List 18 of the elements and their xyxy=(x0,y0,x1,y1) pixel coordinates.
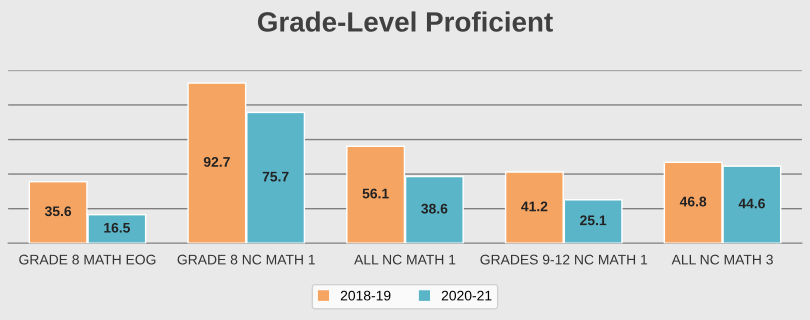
x-tick-label: ALL NC MATH 3 xyxy=(672,254,773,265)
data-label: 25.1 xyxy=(580,215,606,226)
data-label: 56.1 xyxy=(362,188,389,198)
data-label: 16.5 xyxy=(104,222,130,233)
x-tick-label: GRADE 8 NC MATH 1 xyxy=(178,254,315,265)
legend-label: 2018-19 xyxy=(340,290,390,301)
chart-title: Grade-Level Proficient xyxy=(258,11,553,32)
data-label: 92.7 xyxy=(204,157,230,167)
data-label: 75.7 xyxy=(262,172,289,182)
x-tick-label: GRADES 9-12 NC MATH 1 xyxy=(480,254,648,265)
data-label: 46.8 xyxy=(680,196,706,206)
x-tick-label: GRADE 8 MATH EOG xyxy=(19,254,156,265)
data-label: 41.2 xyxy=(521,201,548,212)
data-label: 44.6 xyxy=(738,198,765,208)
x-tick-label: ALL NC MATH 1 xyxy=(354,254,456,265)
data-label: 35.6 xyxy=(44,206,72,216)
data-label: 38.6 xyxy=(421,204,448,214)
legend-label: 2020-21 xyxy=(442,290,492,301)
